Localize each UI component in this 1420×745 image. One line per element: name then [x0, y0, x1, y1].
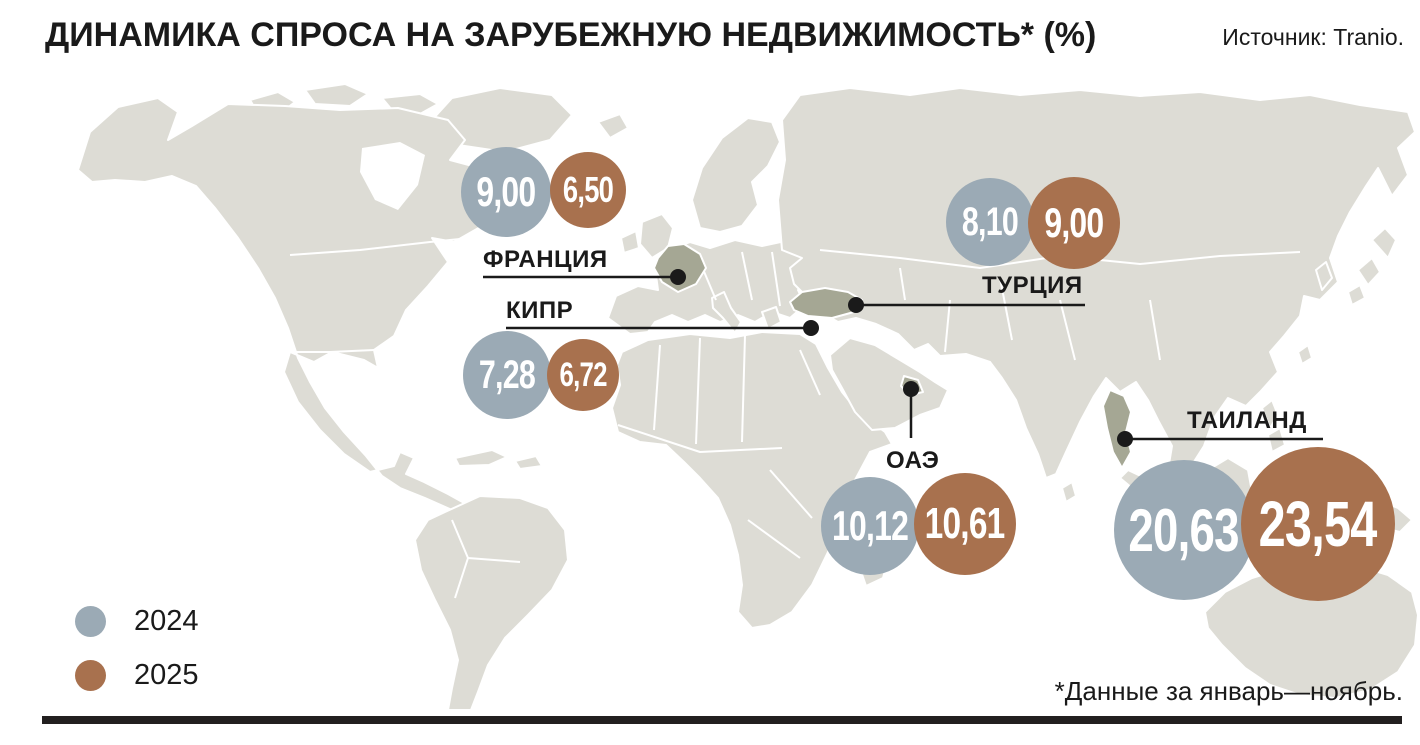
label-turkey: ТУРЦИЯ [982, 272, 1083, 299]
bubble-2024-cyprus: 7,28 [463, 331, 551, 419]
dot-cyprus [803, 320, 819, 336]
page-title: ДИНАМИКА СПРОСА НА ЗАРУБЕЖНУЮ НЕДВИЖИМОС… [45, 16, 1097, 54]
dot-thailand [1117, 431, 1133, 447]
value-2025-france: 6,50 [562, 169, 614, 210]
value-2024-uae: 10,12 [831, 502, 909, 549]
dot-uae [903, 381, 919, 397]
value-2025-uae: 10,61 [925, 499, 1006, 548]
legend-label-2025: 2025 [134, 658, 199, 691]
map-france [653, 243, 707, 293]
label-uae: ОАЭ [886, 447, 940, 474]
label-france: ФРАНЦИЯ [483, 246, 608, 273]
marker-dots [670, 269, 1133, 447]
leader-lines [483, 275, 1323, 441]
bubble-2024-thailand: 20,63 [1114, 460, 1254, 600]
dot-turkey [848, 297, 864, 313]
legend: 2024 2025 [75, 604, 199, 712]
bottom-rule [42, 716, 1402, 724]
value-2025-cyprus: 6,72 [559, 355, 607, 394]
source-credit: Источник: Tranio. [1222, 24, 1404, 50]
legend-swatch-2025-icon [75, 659, 106, 691]
value-2024-france: 9,00 [476, 168, 536, 215]
bubble-2025-france: 6,50 [550, 152, 626, 228]
bubble-2025-cyprus: 6,72 [547, 339, 619, 411]
value-2024-turkey: 8,10 [961, 199, 1019, 244]
legend-label-2024: 2024 [134, 604, 199, 637]
bubble-2025-thailand: 23,54 [1241, 447, 1395, 601]
footnote: *Данные за январь—ноябрь. [1054, 676, 1403, 706]
value-2024-cyprus: 7,28 [478, 352, 536, 397]
continents [77, 83, 1419, 711]
label-thailand: ТАИЛАНД [1187, 407, 1307, 434]
legend-swatch-2024-icon [75, 605, 106, 637]
value-2024-thailand: 20,63 [1128, 496, 1240, 564]
bubble-2024-turkey: 8,10 [946, 178, 1034, 266]
bubble-2025-turkey: 9,00 [1028, 177, 1120, 269]
dot-france [670, 269, 686, 285]
legend-item-2024: 2024 [75, 604, 199, 638]
value-2025-thailand: 23,54 [1259, 488, 1378, 560]
legend-item-2025: 2025 [75, 658, 199, 692]
map-thailand [1102, 389, 1132, 469]
label-cyprus: КИПР [506, 297, 574, 324]
value-2025-turkey: 9,00 [1044, 199, 1104, 246]
bubble-2025-uae: 10,61 [914, 473, 1016, 575]
bubble-2024-france: 9,00 [461, 147, 551, 237]
bubble-2024-uae: 10,12 [821, 477, 919, 575]
